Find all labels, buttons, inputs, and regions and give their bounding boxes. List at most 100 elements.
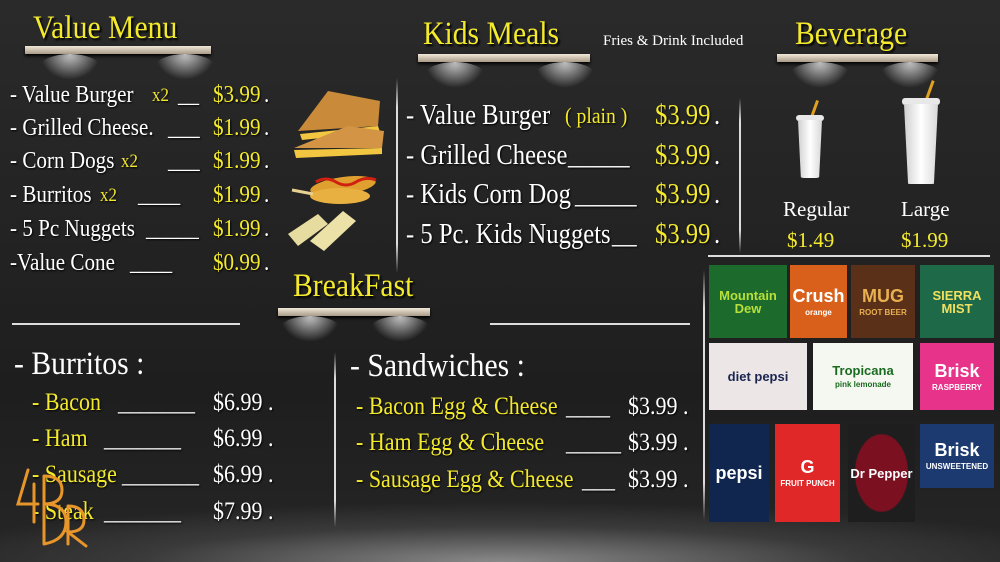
- item-dot: .: [683, 465, 689, 493]
- item-name: - Grilled Cheese: [406, 139, 568, 171]
- item-name: - 5 Pc. Kids Nuggets: [406, 218, 611, 250]
- brand-name: Crush: [792, 285, 845, 306]
- brand-name: Brisk: [934, 360, 980, 381]
- value-menu-title: Value Menu: [33, 10, 178, 46]
- brand-logo-dr-pepper: Dr Pepper: [848, 424, 915, 522]
- divider: [396, 78, 398, 273]
- item-name: - Value Burger: [406, 99, 551, 131]
- spotlight: [425, 62, 485, 88]
- item-leader-line: _______: [104, 497, 181, 525]
- item-dot: .: [264, 115, 270, 142]
- brand-logo-sierra-mist: SIERRA MIST: [920, 265, 994, 338]
- item-price: $3.99: [213, 82, 261, 109]
- item-dot: .: [268, 424, 274, 452]
- brand-logo-brisk: Brisk UNSWEETENED: [920, 424, 994, 488]
- item-dot: .: [714, 99, 721, 131]
- item-dot: .: [268, 460, 274, 488]
- beverage-title: Beverage: [795, 16, 908, 52]
- item-name: - Ham: [32, 424, 88, 452]
- item-price: $3.99: [655, 99, 711, 131]
- item-leader-line: _____: [568, 139, 630, 171]
- brand-name: Brisk: [934, 440, 980, 460]
- brand-subtitle: ROOT BEER: [859, 307, 907, 317]
- item-price: $6.99: [213, 424, 263, 452]
- spotlight: [535, 62, 595, 88]
- item-dot: .: [714, 218, 721, 250]
- item-dot: .: [683, 392, 689, 420]
- brand-logo-tropicana: Tropicana pink lemonade: [813, 343, 913, 410]
- shelf-light: [25, 46, 211, 54]
- breakfast-title: BreakFast: [293, 268, 414, 304]
- item-name: - Kids Corn Dog: [406, 178, 571, 210]
- corn-dog-image: [291, 175, 377, 204]
- item-leader-line: __: [612, 218, 637, 250]
- brand-name: Mountain Dew: [719, 287, 777, 316]
- item-name: - Bacon Egg & Cheese: [356, 392, 558, 420]
- brand-logo-mug: MUG ROOT BEER: [851, 265, 915, 338]
- item-name: - Ham Egg & Cheese: [356, 428, 545, 456]
- brand-logo-pepsi: pepsi: [709, 424, 769, 522]
- item-dot: .: [683, 428, 689, 456]
- item-leader-line: _____: [566, 428, 621, 456]
- brand-name: SIERRA MIST: [932, 287, 982, 316]
- item-name: - Value Burger: [10, 82, 134, 109]
- brand-logo-diet-pepsi: diet pepsi: [709, 343, 807, 410]
- item-name: - Grilled Cheese.: [10, 115, 154, 142]
- size-price-regular: $1.49: [787, 228, 835, 252]
- spotlight: [370, 316, 430, 342]
- shelf-light: [278, 308, 430, 316]
- item-quantity: x2: [100, 185, 117, 206]
- item-price: $0.99: [213, 250, 261, 277]
- brand-name: MUG: [862, 285, 904, 306]
- item-dot: .: [268, 388, 274, 416]
- spotlight: [790, 62, 850, 88]
- brand-subtitle: orange: [805, 307, 832, 317]
- brand-name: Tropicana: [832, 363, 894, 378]
- item-price: $1.99: [213, 115, 261, 142]
- food-images: [288, 91, 384, 251]
- item-leader-line: ___: [168, 115, 200, 142]
- item-dot: .: [264, 216, 270, 243]
- item-leader-line: __: [178, 82, 200, 109]
- divider: [708, 255, 990, 257]
- item-price: $7.99: [213, 497, 263, 525]
- item-leader-line: _____: [146, 216, 199, 243]
- item-dot: .: [264, 82, 270, 109]
- item-leader-line: ___: [168, 148, 200, 175]
- item-quantity: x2: [152, 85, 169, 106]
- brand-subtitle: FRUIT PUNCH: [780, 479, 835, 488]
- divider: [12, 323, 240, 325]
- item-price: $1.99: [213, 148, 261, 175]
- item-leader-line: _______: [122, 460, 199, 488]
- brand-name: G: [800, 457, 815, 477]
- item-name: - Corn Dogs: [10, 148, 115, 175]
- divider: [334, 352, 336, 527]
- item-name: - Sausage Egg & Cheese: [356, 465, 574, 493]
- item-leader-line: ____: [138, 182, 181, 209]
- shelf-light: [418, 54, 590, 62]
- item-dot: .: [268, 497, 274, 525]
- item-name: - Sausage: [32, 460, 117, 488]
- item-name: - Bacon: [32, 388, 102, 416]
- item-price: $3.99: [655, 139, 711, 171]
- item-price: $3.99: [655, 178, 711, 210]
- brand-logo-brisk: Brisk RASPBERRY: [920, 343, 994, 410]
- item-dot: .: [264, 148, 270, 175]
- item-price: $1.99: [213, 182, 261, 209]
- item-name: - 5 Pc Nuggets: [10, 216, 135, 243]
- grilled-cheese-image: [294, 91, 384, 158]
- item-price: $3.99: [655, 218, 711, 250]
- item-price: $3.99: [628, 428, 678, 456]
- kids-meals-note: Fries & Drink Included: [603, 33, 744, 49]
- item-name: - Burritos: [10, 182, 92, 209]
- size-label-regular: Regular: [783, 197, 850, 221]
- item-dot: .: [264, 182, 270, 209]
- divider: [703, 270, 705, 520]
- item-price: $3.99: [628, 465, 678, 493]
- spotlight: [155, 54, 215, 80]
- size-price-large: $1.99: [901, 228, 949, 252]
- divider: [490, 323, 690, 325]
- item-dot: .: [264, 250, 270, 277]
- item-quantity: x2: [121, 151, 138, 172]
- size-label-large: Large: [901, 197, 950, 221]
